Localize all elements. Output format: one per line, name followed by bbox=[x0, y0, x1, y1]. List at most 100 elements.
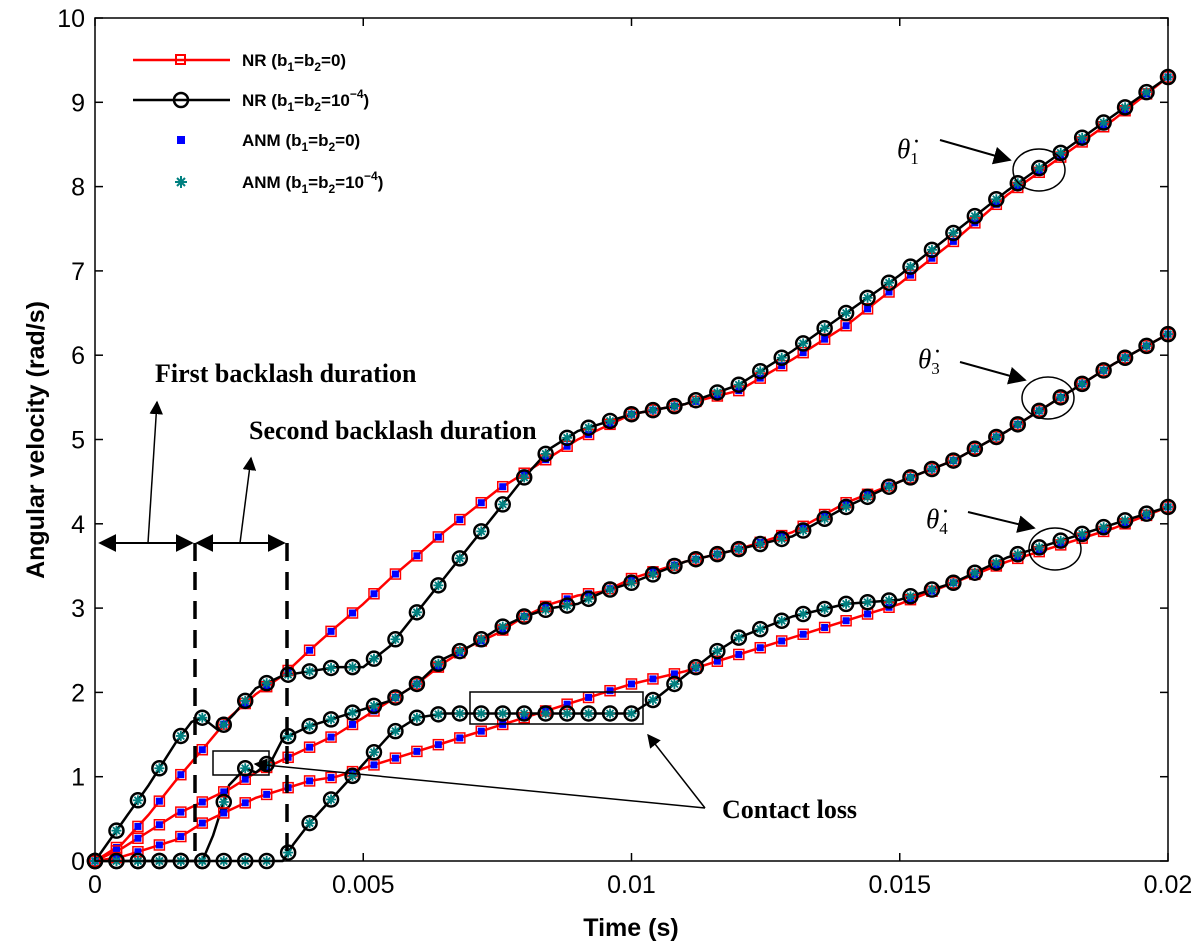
anm-b1e-4-point bbox=[1012, 419, 1023, 430]
nr-b1e-4-marker bbox=[365, 744, 383, 761]
anm-b0-point bbox=[413, 747, 421, 755]
nr-b1e-4-marker bbox=[408, 675, 426, 693]
anm-b0-point bbox=[713, 657, 721, 665]
nr-b1e-4-marker bbox=[859, 289, 876, 307]
anm-b0-point bbox=[112, 847, 120, 855]
anm-b0-point bbox=[928, 254, 936, 262]
anm-b1e-4-point bbox=[647, 405, 658, 416]
nr-b1e-4-marker bbox=[515, 705, 533, 722]
anm-b0-point bbox=[134, 848, 142, 856]
anm-b1e-4-point bbox=[862, 597, 873, 608]
svg-text:First backlash duration: First backlash duration bbox=[155, 359, 417, 388]
anm-b0-point bbox=[606, 687, 614, 695]
anm-b1e-4-point bbox=[111, 825, 122, 836]
x-axis-label: Time (s) bbox=[583, 914, 678, 942]
nr-b1e-4-marker bbox=[129, 792, 147, 809]
nr-b1e-4-marker bbox=[537, 601, 554, 619]
nr-b1e-4-marker bbox=[537, 705, 554, 722]
nr-b1e-4-marker bbox=[730, 629, 748, 646]
y-tick-label: 9 bbox=[71, 89, 85, 117]
anm-b1e-4-point bbox=[1098, 522, 1109, 533]
nr-b1e-4-marker bbox=[601, 705, 619, 722]
nr-b1e-4-marker bbox=[430, 577, 447, 594]
nr-b1e-4-marker bbox=[580, 705, 597, 722]
anm-b1e-4-point bbox=[454, 646, 465, 657]
anm-b0-point bbox=[306, 646, 314, 654]
nr-b1e-4-marker bbox=[730, 540, 748, 558]
anm-b1e-4-point bbox=[1141, 87, 1152, 98]
anm-b1e-4-point bbox=[347, 707, 358, 718]
legend-entry-anm0: ANM (b1=b2=0) bbox=[177, 131, 360, 154]
anm-b1e-4-point bbox=[690, 554, 701, 565]
anm-b0-point bbox=[220, 809, 228, 817]
anm-b0-point bbox=[735, 650, 743, 658]
anm-b1e-4-point bbox=[218, 796, 229, 807]
nr-b1e-4-marker bbox=[494, 705, 511, 722]
nr-b1e-4-marker bbox=[837, 498, 855, 516]
anm-b1e-4-point bbox=[669, 678, 680, 689]
nr-b0-marker bbox=[496, 480, 509, 493]
anm-b0-point bbox=[155, 821, 163, 829]
x-tick-label: 0.01 bbox=[607, 871, 656, 899]
nr-b0-marker bbox=[153, 839, 166, 851]
anm-b1e-4-point bbox=[1141, 508, 1152, 519]
anm-b1e-4-point bbox=[433, 709, 444, 720]
anm-b0-point bbox=[842, 617, 850, 625]
anm-b0-point bbox=[585, 693, 593, 701]
anm-b0-point bbox=[306, 777, 314, 785]
anm-b0-point bbox=[370, 590, 378, 598]
nr-b1e-4-marker bbox=[580, 590, 597, 608]
nr-b1e-4-marker bbox=[902, 469, 919, 486]
svg-text:θ̇4: θ̇4 bbox=[926, 504, 948, 538]
anm-b1e-4-point bbox=[776, 615, 787, 626]
anm-b1e-4-point bbox=[433, 580, 444, 591]
anm-b0-point bbox=[821, 335, 829, 343]
nr-b1e-4-marker bbox=[709, 642, 726, 660]
nr-b1e-4-marker bbox=[623, 574, 640, 592]
nr-b0-marker bbox=[260, 788, 273, 801]
nr-b1e-4-marker bbox=[451, 705, 469, 722]
anm-b1e-4-point bbox=[733, 632, 744, 643]
anm-b1e-4-point bbox=[819, 323, 830, 334]
anm-b1e-4-point bbox=[884, 595, 895, 606]
anm-b1e-4-point bbox=[712, 387, 723, 398]
nr-b0-marker bbox=[840, 614, 852, 627]
nr-b1e-4-marker bbox=[408, 709, 426, 726]
nr-b1e-4-marker bbox=[880, 592, 898, 609]
svg-text:Contact loss: Contact loss bbox=[722, 795, 857, 824]
nr-b1e-4-marker bbox=[108, 822, 125, 839]
anm-b0-point bbox=[327, 733, 335, 741]
anm-b0-point bbox=[241, 775, 249, 783]
anm-b1e-4-point bbox=[390, 726, 401, 737]
nr-b1e-4-marker bbox=[344, 658, 361, 676]
y-tick-label: 8 bbox=[71, 174, 85, 202]
nr-b1e-4-marker bbox=[966, 440, 984, 458]
anm-b1e-4-point bbox=[712, 549, 723, 560]
anm-b0-point bbox=[628, 680, 635, 688]
anm-b1e-4-point bbox=[690, 395, 701, 406]
anm-b1e-4-point bbox=[1055, 535, 1066, 546]
nr-b1e-4-marker bbox=[236, 692, 254, 710]
nr-b1e-4-marker bbox=[794, 335, 812, 352]
anm-b1e-4-point bbox=[1077, 528, 1088, 539]
y-tick-label: 7 bbox=[71, 258, 85, 286]
nr-b0-marker bbox=[175, 768, 187, 781]
anm-b0-point bbox=[220, 788, 228, 796]
nr-b1e-4-marker bbox=[623, 705, 640, 722]
anm-b1e-4-point bbox=[626, 708, 637, 719]
anm-b1e-4-point bbox=[755, 624, 766, 635]
ticks-layer: 0 0.005 0.01 0.015 0.02 0 1 2 3 4 5 6 7 8 9 10 bbox=[57, 5, 1192, 899]
anm-b1e-4-point bbox=[776, 533, 787, 544]
nr-b0-marker bbox=[432, 738, 445, 751]
annotation-contact-loss: Contact loss bbox=[212, 691, 857, 824]
nr-b1e-4-marker bbox=[215, 793, 233, 811]
nr-b1e-4-marker bbox=[322, 791, 340, 808]
nr-b1e-4-marker bbox=[1052, 532, 1069, 549]
anm-b1e-4-point bbox=[390, 692, 401, 703]
anm-b0-point bbox=[198, 746, 206, 754]
series-line-theta1-b0 bbox=[94, 76, 1169, 863]
nr-b0-marker bbox=[196, 743, 209, 756]
anm-b1e-4-point bbox=[454, 553, 465, 564]
svg-text:θ̇1: θ̇1 bbox=[897, 134, 919, 168]
nr-b0-marker bbox=[346, 607, 359, 619]
